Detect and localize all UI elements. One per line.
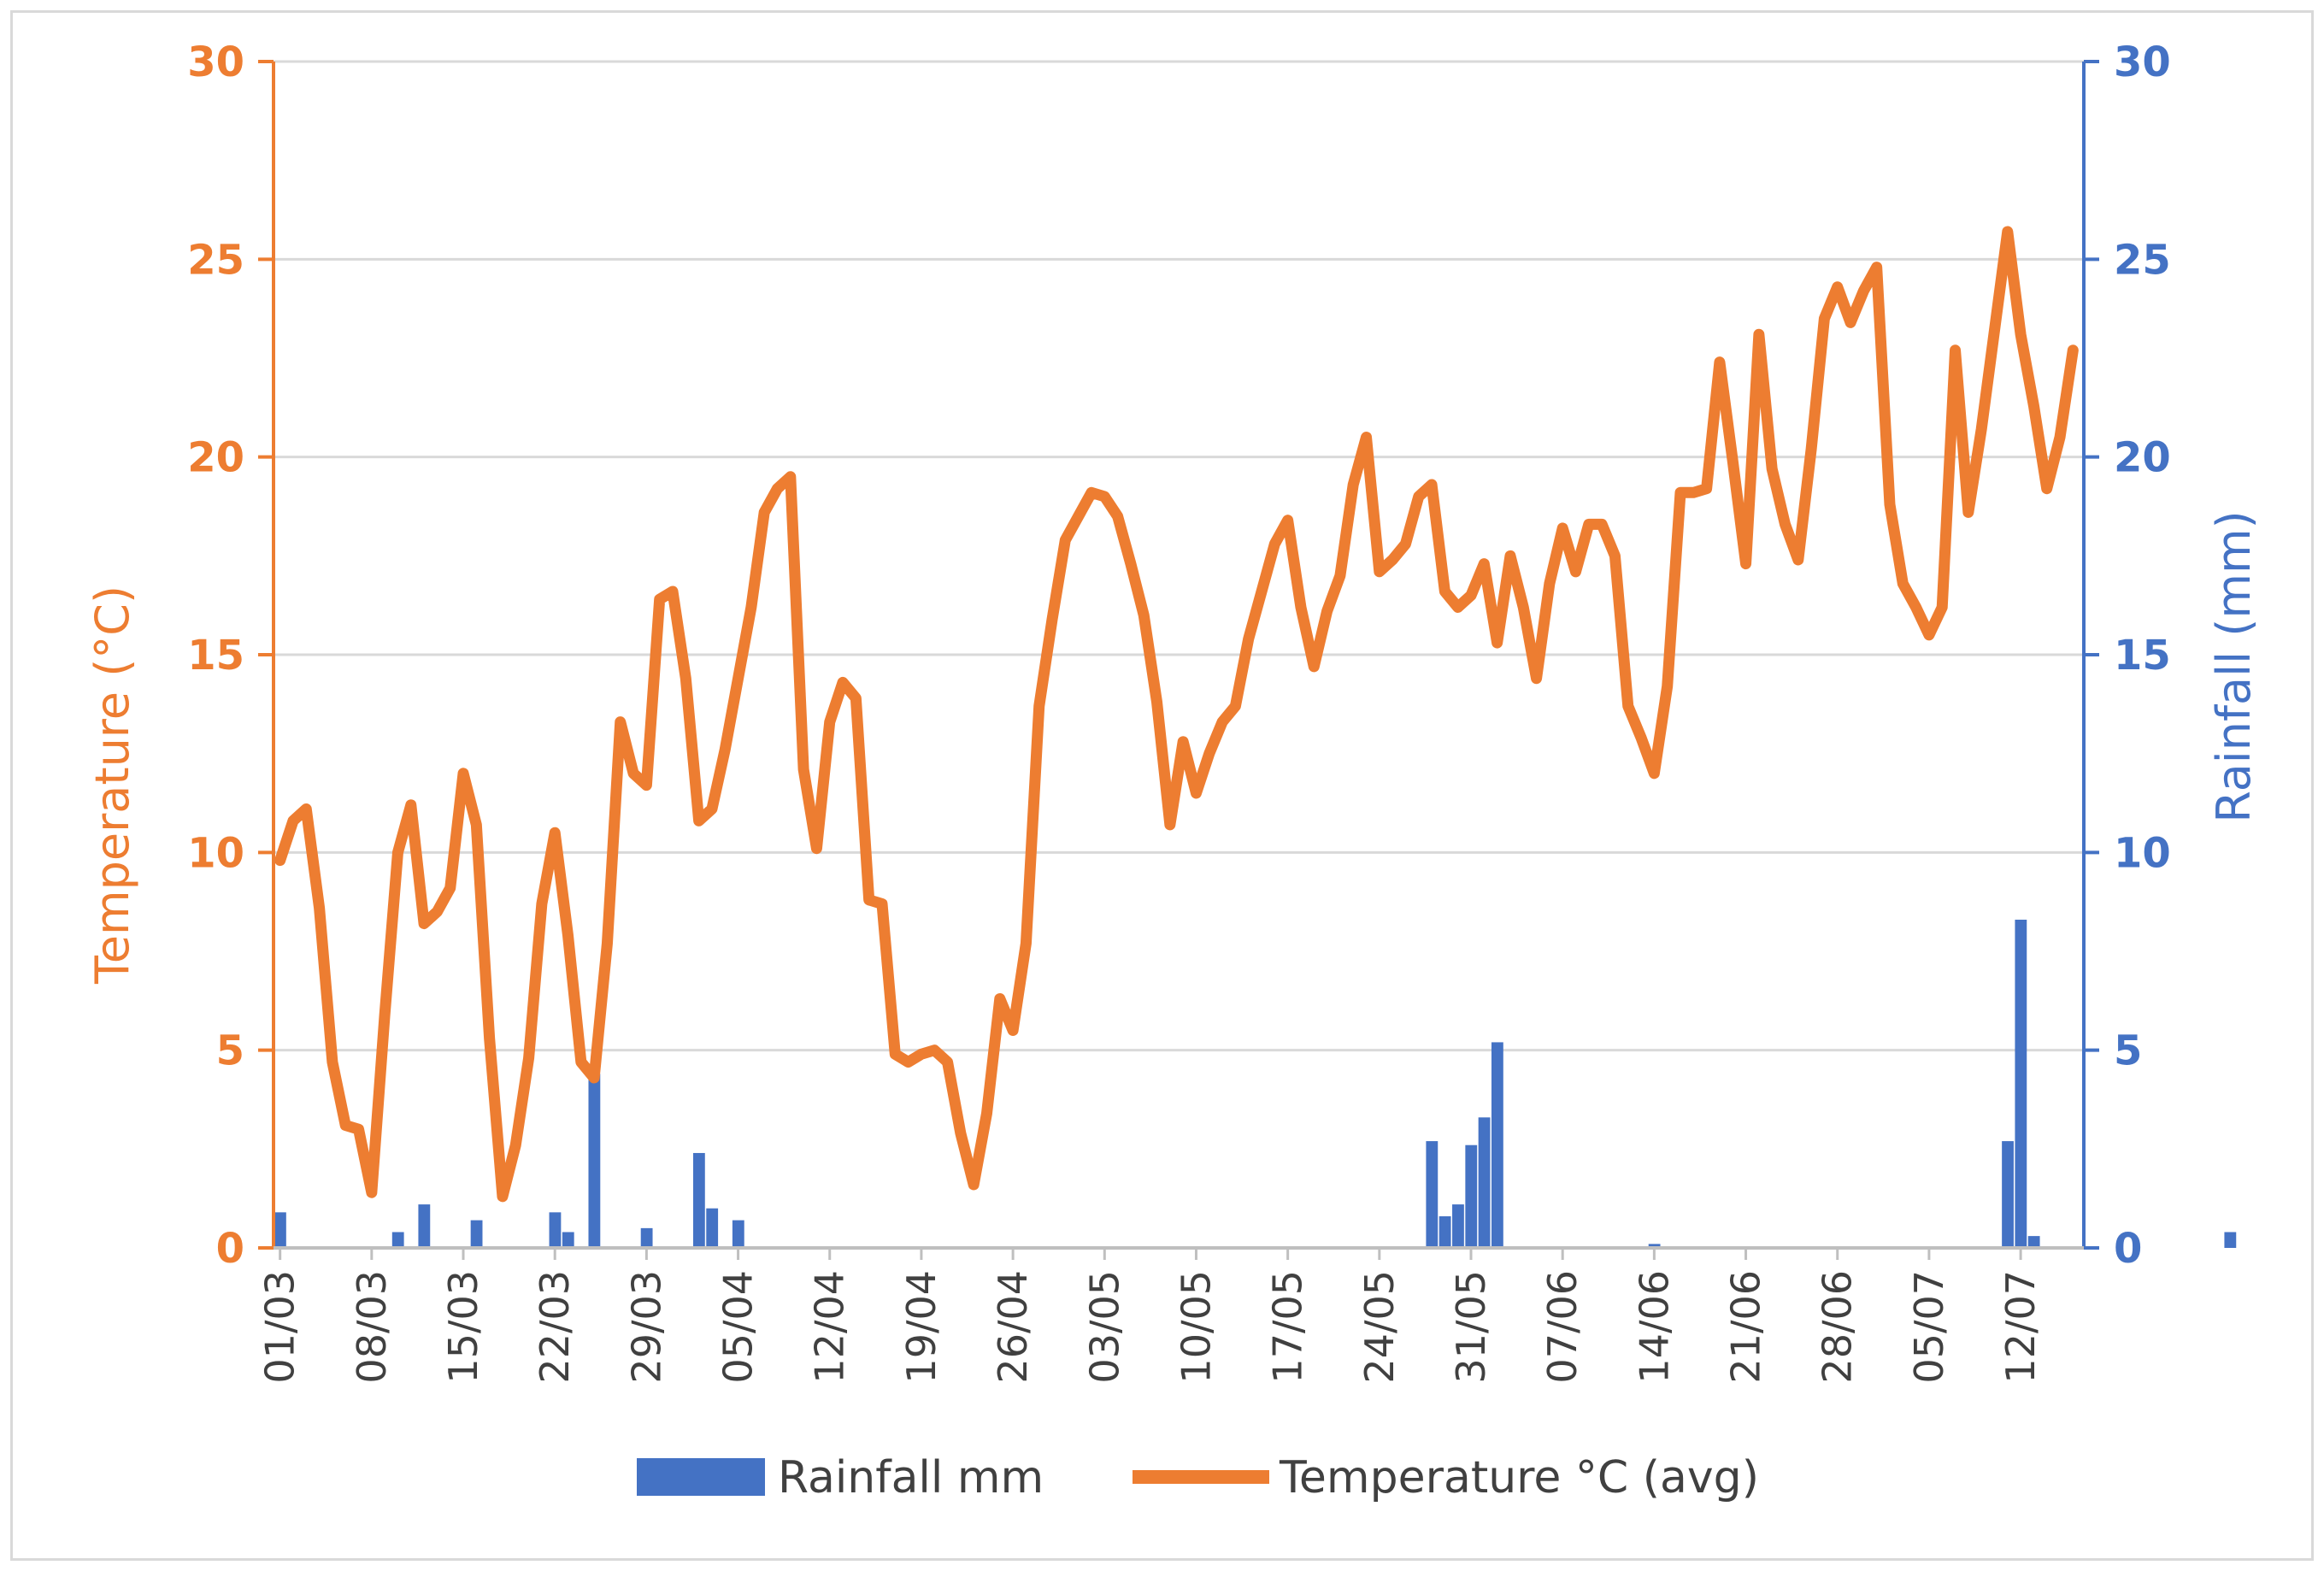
rainfall-bar-132 xyxy=(2002,1141,2014,1248)
x-tick-label-2: 15/03 xyxy=(440,1270,486,1384)
right-axis-ticks: 0 5 10 15 20 25 30 xyxy=(2084,38,2171,1273)
temperature-line-layer xyxy=(274,226,2079,1203)
rainfall-bar-88 xyxy=(1426,1141,1439,1248)
temperature-line xyxy=(274,226,2079,1203)
x-tick-label-17: 28/06 xyxy=(1815,1270,1861,1384)
x-tick-label-9: 03/05 xyxy=(1081,1270,1127,1384)
rainfall-bar-0 xyxy=(274,1212,286,1248)
x-tick-label-6: 12/04 xyxy=(807,1270,853,1384)
right-tick-label-6: 30 xyxy=(2114,38,2171,86)
x-tick-label-4: 29/03 xyxy=(623,1270,669,1384)
right-tick-label-2: 10 xyxy=(2114,829,2171,877)
rainfall-bar-32 xyxy=(692,1152,705,1248)
x-tick-label-7: 19/04 xyxy=(898,1270,944,1384)
right-tick-label-3: 15 xyxy=(2114,632,2171,680)
rainfall-bar-22 xyxy=(562,1232,574,1248)
x-tick-label-1: 08/03 xyxy=(349,1270,395,1384)
x-tick-label-16: 21/06 xyxy=(1723,1270,1769,1384)
rainfall-bar-90 xyxy=(1452,1204,1464,1248)
rainfall-bars xyxy=(274,919,2237,1248)
x-tick-label-11: 17/05 xyxy=(1265,1270,1311,1384)
rainfall-bar-28 xyxy=(640,1227,653,1248)
x-tick-label-0: 01/03 xyxy=(257,1270,303,1384)
legend-swatch-rainfall xyxy=(637,1458,765,1496)
right-axis-title: Rainfall (mm) xyxy=(2207,510,2261,822)
rainfall-bar-93 xyxy=(1491,1042,1503,1248)
x-tick-label-13: 31/05 xyxy=(1448,1270,1494,1384)
x-tick-label-5: 05/04 xyxy=(715,1270,762,1384)
rainfall-bar-91 xyxy=(1465,1144,1478,1248)
rainfall-bar-92 xyxy=(1478,1117,1491,1248)
legend-label-rainfall: Rainfall mm xyxy=(778,1452,1044,1503)
rainfall-bar-134 xyxy=(2027,1236,2040,1248)
left-axis-title: Temperature (°C) xyxy=(85,585,139,985)
rainfall-bar-11 xyxy=(418,1204,431,1248)
rainfall-bar-105 xyxy=(1648,1244,1661,1248)
rainfall-bar-24 xyxy=(588,1074,601,1248)
rainfall-bar-9 xyxy=(391,1232,404,1248)
right-tick-label-0: 0 xyxy=(2114,1225,2142,1273)
left-tick-label-1: 5 xyxy=(216,1027,244,1075)
left-tick-label-5: 25 xyxy=(187,236,244,284)
x-tick-label-10: 10/05 xyxy=(1173,1270,1219,1384)
rainfall-bar-89 xyxy=(1439,1215,1451,1248)
left-tick-label-4: 20 xyxy=(187,434,244,482)
rainfall-bar-133 xyxy=(2015,919,2027,1248)
rainfall-bar-15 xyxy=(470,1220,483,1248)
rainfall-bar-149 xyxy=(2224,1232,2237,1248)
right-tick-label-5: 25 xyxy=(2114,236,2171,284)
x-tick-label-12: 24/05 xyxy=(1356,1270,1403,1384)
left-tick-label-0: 0 xyxy=(216,1225,244,1273)
legend-label-temperature: Temperature °C (avg) xyxy=(1279,1452,1759,1503)
left-tick-label-2: 10 xyxy=(187,829,244,877)
x-tick-label-8: 26/04 xyxy=(990,1270,1036,1384)
x-tick-label-19: 12/07 xyxy=(1997,1270,2044,1384)
x-tick-label-14: 07/06 xyxy=(1539,1270,1586,1384)
rainfall-bar-21 xyxy=(549,1212,562,1248)
rainfall-bar-33 xyxy=(706,1208,719,1248)
right-tick-label-4: 20 xyxy=(2114,434,2171,482)
right-tick-label-1: 5 xyxy=(2114,1027,2142,1075)
x-axis-ticks: 01/03 08/03 15/03 22/03 29/03 05/04 12/04 19/04… xyxy=(257,1248,2044,1384)
left-tick-label-3: 15 xyxy=(187,632,244,680)
left-tick-label-6: 30 xyxy=(187,38,244,86)
legend: Rainfall mm Temperature °C (avg) xyxy=(637,1452,1759,1503)
x-tick-label-18: 05/07 xyxy=(1906,1270,1952,1384)
left-axis-ticks: 0 5 10 15 20 25 30 xyxy=(187,38,274,1273)
rainfall-bar-35 xyxy=(732,1220,744,1248)
x-tick-label-15: 14/06 xyxy=(1631,1270,1677,1384)
x-tick-label-3: 22/03 xyxy=(532,1270,578,1384)
